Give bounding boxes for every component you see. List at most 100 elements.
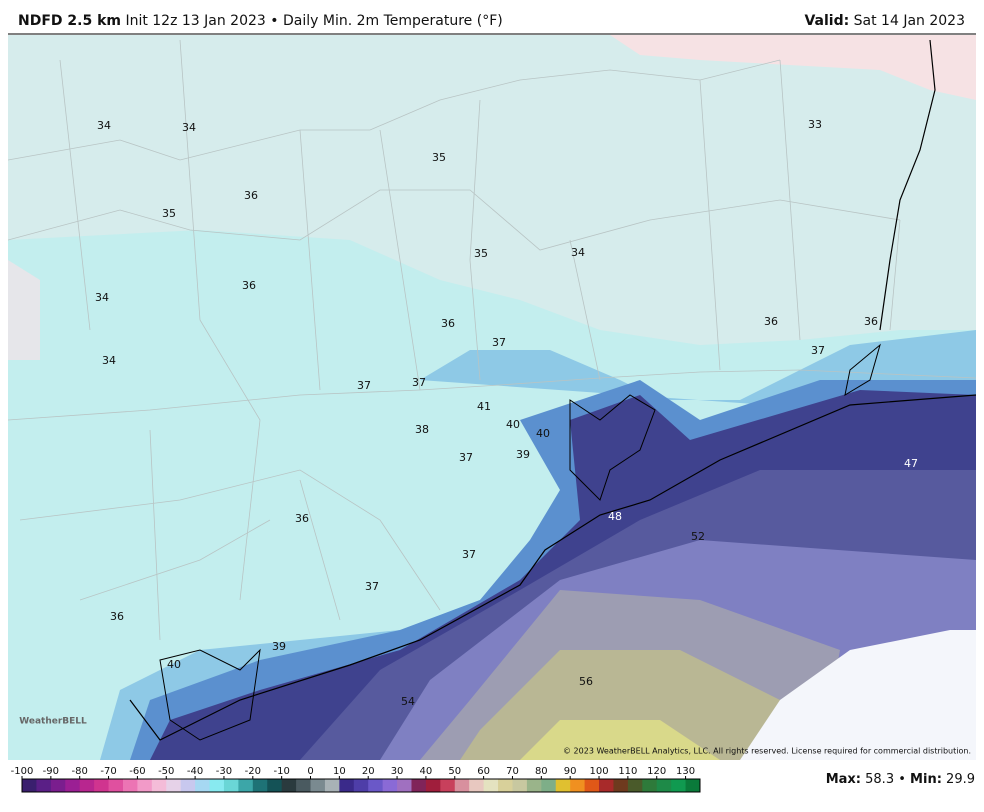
colorbar-swatch <box>137 779 153 792</box>
colorbar: -100 -90 -80 -70 -60 -50 -40 -30 -20 -10 0 10 20 30 40… <box>11 766 701 793</box>
station-value: 36 <box>244 189 258 202</box>
valid-label: Valid: <box>804 13 849 29</box>
colorbar-swatch <box>469 779 485 792</box>
colorbar-tick-label: 100 <box>589 766 608 777</box>
colorbar-tick-label: 80 <box>535 766 548 777</box>
station-value: 35 <box>162 207 176 220</box>
colorbar-tick-label: 50 <box>448 766 461 777</box>
colorbar-swatch <box>440 779 456 792</box>
colorbar-tick-label: -20 <box>245 766 261 777</box>
station-value: 48 <box>608 510 622 523</box>
colorbar-tick-label: -30 <box>216 766 232 777</box>
coastline <box>129 394 976 741</box>
colorbar-tick-label: 10 <box>333 766 346 777</box>
station-value: 36 <box>110 610 124 623</box>
colorbar-swatch <box>151 779 167 792</box>
colorbar-swatch <box>122 779 138 792</box>
gulf-yellow <box>520 720 720 760</box>
colorbar-swatch <box>339 779 355 792</box>
colorbar-tick-label: 120 <box>647 766 666 777</box>
station-value: 35 <box>474 247 488 260</box>
station-value: 34 <box>102 354 116 367</box>
colorbar-tick-label: -50 <box>158 766 174 777</box>
station-value: 38 <box>415 423 429 436</box>
colorbar-tick-label: 0 <box>307 766 313 777</box>
colorbar-swatch <box>425 779 441 792</box>
colorbar-swatch <box>108 779 124 792</box>
station-value: 54 <box>401 695 415 708</box>
colorbar-swatch <box>50 779 66 792</box>
colorbar-tick-label: 60 <box>477 766 490 777</box>
colorbar-swatch <box>498 779 513 792</box>
colorbar-swatch <box>613 779 629 792</box>
colorbar-swatch <box>166 779 182 792</box>
colorbar-frame <box>21 778 701 793</box>
colorbar-swatch <box>223 779 239 792</box>
colorbar-swatch <box>209 779 225 792</box>
station-value: 36 <box>864 315 878 328</box>
colorbar-swatch <box>584 779 600 792</box>
station-value: 40 <box>506 418 520 431</box>
colorbar-swatch <box>526 779 542 792</box>
station-value: 47 <box>904 457 918 470</box>
colorbar-tick-label: 130 <box>676 766 695 777</box>
colorbar-tick-label: 110 <box>618 766 637 777</box>
station-value: 36 <box>295 512 309 525</box>
colorbar-swatch <box>411 779 427 792</box>
colorbar-swatch <box>252 779 268 792</box>
state-border <box>879 39 936 331</box>
colorbar-swatch <box>238 779 254 792</box>
warm-area <box>610 35 976 100</box>
station-value: 37 <box>459 451 473 464</box>
colorbar-swatch <box>22 779 37 792</box>
colorbar-swatch <box>541 779 557 792</box>
logo: WeatherBELL <box>19 717 87 727</box>
colorbar-tick-label: -70 <box>100 766 116 777</box>
colorbar-swatch <box>397 779 412 792</box>
colorbar-swatch <box>671 779 687 792</box>
colorbar-swatch <box>353 779 369 792</box>
colorbar-tick-label: -10 <box>273 766 289 777</box>
station-value: 34 <box>97 119 111 132</box>
separator: • <box>270 13 278 29</box>
station-value: 40 <box>536 427 550 440</box>
colorbar-swatch <box>685 779 701 792</box>
colorbar-swatch <box>296 779 312 792</box>
no-data <box>740 630 976 760</box>
colorbar-swatch <box>627 779 643 792</box>
colorbar-swatch <box>382 779 398 792</box>
separator: • <box>898 772 906 787</box>
product: Daily Min. 2m Temperature (°F) <box>283 13 503 29</box>
model-title: NDFD 2.5 km <box>18 13 121 29</box>
colorbar-tick-label: -40 <box>187 766 203 777</box>
colorbar-swatch <box>454 779 470 792</box>
station-value: 35 <box>432 151 446 164</box>
colorbar-swatch <box>324 779 340 792</box>
station-value: 36 <box>242 279 256 292</box>
colorbar-swatch <box>483 779 499 792</box>
station-labels: 34 34 35 33 36 35 35 34 34 36 36 37 36 36 37 34 37 37 41 40… <box>95 118 918 708</box>
colorbar-tick-label: -100 <box>11 766 34 777</box>
station-value: 37 <box>365 580 379 593</box>
colorbar-tick-label: 30 <box>391 766 404 777</box>
valid-date: Sat 14 Jan 2023 <box>854 13 965 29</box>
colorbar-tick-label: -60 <box>129 766 145 777</box>
land-north <box>8 35 976 345</box>
map: 34 34 35 33 36 35 35 34 34 36 36 37 36 36 37 34 37 37 41 40… <box>8 35 976 760</box>
init-time: Init 12z 13 Jan 2023 <box>125 13 265 29</box>
min-value: 29.9 <box>946 772 975 787</box>
station-value: 34 <box>182 121 196 134</box>
bays <box>159 343 881 741</box>
station-value: 34 <box>95 291 109 304</box>
station-value: 40 <box>167 658 181 671</box>
colorbar-tick-label: 40 <box>420 766 433 777</box>
station-value: 37 <box>357 379 371 392</box>
max-label: Max: <box>826 772 861 787</box>
station-value: 37 <box>462 548 476 561</box>
header-right: Valid: Sat 14 Jan 2023 <box>804 13 965 29</box>
station-value: 39 <box>272 640 286 653</box>
colorbar-swatch <box>512 779 528 792</box>
min-label: Min: <box>910 772 942 787</box>
station-value: 37 <box>492 336 506 349</box>
